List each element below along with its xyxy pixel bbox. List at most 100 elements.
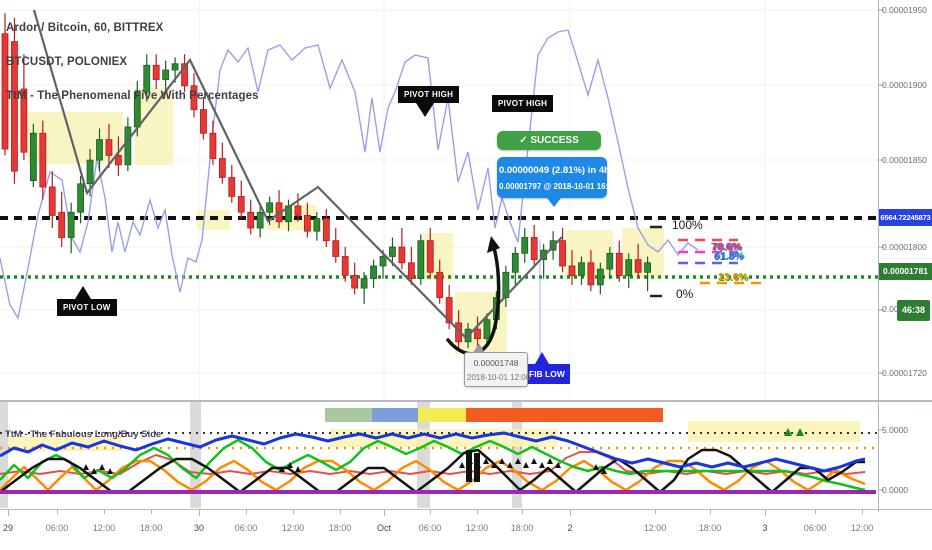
countdown-badge: 46:38: [897, 300, 930, 321]
price-tick-label: 0.00001950: [882, 5, 927, 15]
signal-triangle: [287, 462, 293, 468]
time-tick-label: 2: [567, 523, 573, 533]
time-tick-mark: [655, 510, 656, 514]
price-axis-border: [878, 0, 879, 512]
time-tick-mark: [815, 510, 816, 514]
session-column: [512, 402, 522, 508]
signal-triangle: [547, 458, 553, 464]
panel-histogram-bar: [466, 450, 472, 482]
fib-236-label[interactable]: 23.6%: [718, 271, 748, 283]
fib-0-label[interactable]: 0%: [676, 287, 694, 301]
green-signal-triangle: [784, 428, 792, 436]
trend-band: [325, 408, 372, 422]
time-tick-mark: [246, 510, 247, 514]
price-tick-partial: 0.000: [882, 304, 904, 314]
panel-line-blue: [0, 431, 866, 473]
pivot-zigzag-line: [32, 9, 563, 340]
trend-band: [372, 408, 418, 422]
signal-triangle: [483, 458, 489, 464]
overlay-symbol-title[interactable]: BTCUSDT, POLONIEX: [6, 56, 128, 68]
target-callout[interactable]: 0.00000049 (2.81%) in 4h 0.00001797 @ 20…: [497, 157, 618, 207]
signal-triangle: [279, 466, 285, 472]
signal-triangle: [107, 468, 113, 474]
signal-triangle: [491, 462, 497, 468]
trend-arrow: [446, 246, 501, 356]
price-tick-label: 0.00001720: [882, 368, 927, 378]
time-tick-label: 06:00: [803, 523, 827, 533]
fib-100-label[interactable]: 100%: [672, 218, 703, 232]
time-tick-mark: [710, 510, 711, 514]
tooltip-price: 0.00001748: [473, 358, 519, 368]
time-tick-label: 06:00: [45, 523, 69, 533]
time-tick-mark: [430, 510, 431, 514]
target-move-text: 0.00000049 (2.81%) in 4h: [499, 165, 610, 176]
target-price-time-text: 0.00001797 @ 2018-10-01 16:00: [499, 182, 618, 191]
indicator-title[interactable]: TtM - The Phenomenal Five With Percentag…: [6, 90, 259, 102]
trend-band: [418, 408, 466, 422]
trend-arrow-head: [487, 236, 500, 253]
symbol-title[interactable]: Ardor / Bitcoin, 60, BITTREX: [6, 22, 164, 34]
signal-triangle: [99, 464, 105, 470]
panel-indicator-title[interactable]: TtM - The Fabulous Long/Buy Side: [5, 429, 162, 440]
pivot-high-label-1[interactable]: PIVOT HIGH: [398, 86, 460, 117]
time-tick-mark: [340, 510, 341, 514]
signal-triangle: [593, 464, 599, 470]
time-tick-mark: [151, 510, 152, 514]
panel-histogram-bar: [474, 453, 480, 482]
signal-triangle: [515, 458, 521, 464]
time-tick-label: 18:00: [139, 523, 163, 533]
time-tick-label: 06:00: [418, 523, 442, 533]
price-tooltip: 0.00001748 2018-10-01 12:00: [464, 343, 531, 387]
time-tick-label: 12:00: [465, 523, 489, 533]
overlay-price-badge: 6564.72245873: [879, 209, 932, 226]
signal-triangle: [539, 462, 545, 468]
time-tick-label: 12:00: [643, 523, 667, 533]
signal-triangle: [83, 464, 89, 470]
time-tick-mark: [384, 510, 385, 516]
panel-line-black: [0, 448, 865, 494]
signal-triangle: [507, 462, 513, 468]
time-tick-mark: [862, 510, 863, 514]
signal-triangle: [459, 462, 465, 468]
price-tick-label: 0.00001800: [882, 242, 927, 252]
fib-low-label[interactable]: FIB LOW: [524, 352, 570, 384]
time-tick-mark: [570, 510, 571, 516]
price-tick-label: 0.0000: [882, 485, 908, 495]
signal-triangle: [531, 458, 537, 464]
time-tick-mark: [199, 510, 200, 516]
signal-triangle: [499, 458, 505, 464]
time-tick-label: 3: [762, 523, 768, 533]
signal-triangle: [601, 468, 607, 474]
time-tick-mark: [8, 510, 9, 516]
price-tick-label: 5.0000: [882, 425, 908, 435]
price-tick-label: 0.00001850: [882, 155, 927, 165]
green-signal-triangle: [796, 428, 804, 436]
time-tick-label: Oct: [376, 523, 392, 533]
signal-triangle: [523, 462, 529, 468]
time-tick-mark: [293, 510, 294, 514]
time-tick-mark: [57, 510, 58, 514]
panel-divider[interactable]: [0, 400, 932, 402]
fib-786-label[interactable]: 78.6%: [712, 241, 742, 253]
trend-band: [466, 408, 663, 422]
panel-highlight: [688, 421, 860, 442]
session-column: [417, 402, 430, 508]
time-tick-mark: [522, 510, 523, 514]
signal-triangle: [295, 466, 301, 472]
time-tick-mark: [765, 510, 766, 516]
tooltip-time: 2018-10-01 12:00: [467, 373, 531, 382]
signal-triangle: [555, 462, 561, 468]
last-price-badge: 0.00001781: [879, 263, 932, 280]
signal-triangle: [91, 468, 97, 474]
fib-618-label[interactable]: 61.8%: [714, 251, 744, 263]
success-banner[interactable]: ✓ SUCCESS: [497, 131, 601, 150]
pivot-low-label[interactable]: PIVOT LOW: [57, 286, 117, 316]
time-tick-label: 12:00: [92, 523, 116, 533]
pivot-high-label-2[interactable]: PIVOT HIGH: [492, 95, 554, 112]
time-tick-label: 12:00: [281, 523, 305, 533]
time-tick-label: 18:00: [698, 523, 722, 533]
time-tick-label: 30: [193, 523, 205, 533]
time-tick-mark: [477, 510, 478, 514]
